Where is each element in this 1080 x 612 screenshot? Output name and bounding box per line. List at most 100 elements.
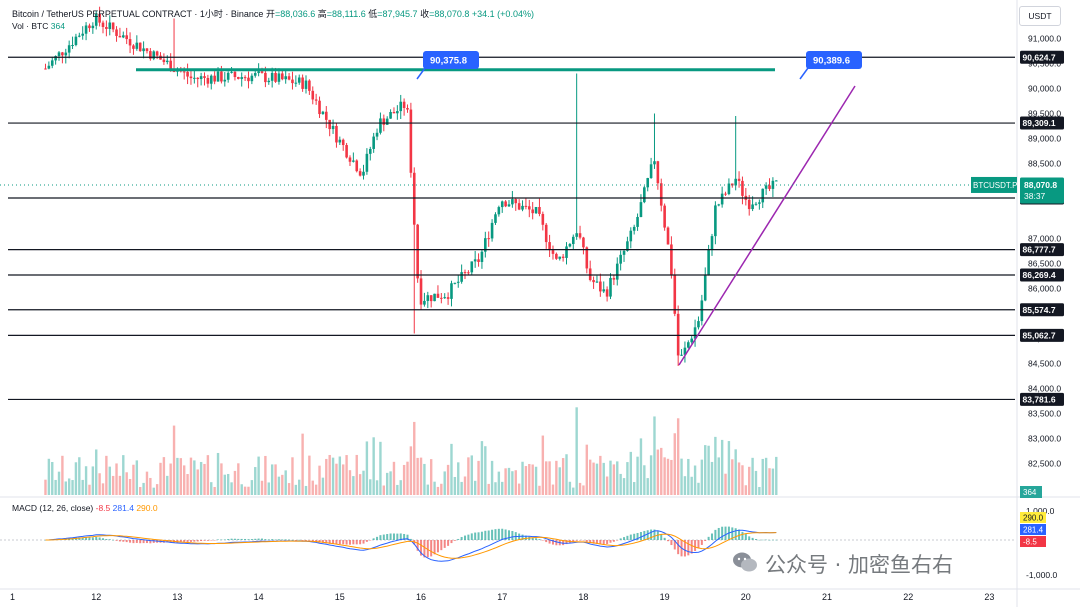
candle-body-79 — [311, 90, 315, 100]
volume-bar-24 — [125, 472, 128, 495]
candle-body-126 — [470, 261, 474, 273]
candle-body-165 — [602, 289, 606, 292]
macd-hist-bar-83 — [325, 540, 328, 544]
macd-hist-bar-211 — [758, 539, 761, 541]
volume-bar-57 — [237, 463, 240, 495]
level-badge-0 — [1020, 50, 1064, 64]
volume-bar-214 — [768, 468, 771, 495]
candle-body-88 — [341, 139, 345, 146]
candle-body-197 — [710, 236, 714, 251]
candle-body-212 — [761, 188, 765, 203]
currency-button[interactable]: USDT — [1019, 6, 1061, 26]
candle-body-36 — [165, 60, 169, 63]
volume-bar-150 — [551, 484, 555, 495]
candle-body-24 — [125, 35, 128, 40]
macd-hist-bar-97 — [372, 538, 375, 540]
macd-badge-1 — [1020, 524, 1046, 535]
macd-hist-bar-62 — [254, 538, 257, 540]
volume-bar-18 — [105, 455, 108, 495]
candle-body-138 — [511, 199, 514, 205]
candle-body-147 — [541, 213, 545, 225]
candle-body-14 — [91, 25, 95, 29]
candle-body-59 — [243, 77, 247, 79]
macd-hist-bar-167 — [609, 540, 612, 543]
candle-body-112 — [423, 300, 426, 305]
volume-bar-44 — [193, 460, 196, 495]
time-tick-12: 23 — [984, 592, 994, 602]
macd-hist-bar-21 — [115, 540, 118, 541]
volume-bar-8 — [71, 480, 74, 495]
candle-body-22 — [118, 35, 122, 38]
macd-hist-bar-112 — [423, 540, 426, 558]
candle-body-15 — [94, 13, 98, 26]
volume-bar-115 — [433, 481, 436, 495]
volume-bar-69 — [277, 476, 281, 495]
trendline — [678, 85, 856, 366]
macd-hist-bar-45 — [196, 540, 199, 542]
candle-body-19 — [108, 22, 112, 29]
macd-hist-bar-36 — [166, 540, 169, 543]
macd-badge-label-2: -8.5 — [1023, 538, 1037, 547]
candle-body-18 — [105, 26, 108, 29]
macd-hist-bar-175 — [636, 532, 639, 540]
macd-hist-bar-187 — [677, 540, 680, 555]
time-tick-2: 13 — [172, 592, 182, 602]
macd-hist-bar-181 — [656, 531, 659, 540]
volume-bar-210 — [754, 470, 758, 495]
volume-bar-43 — [189, 457, 193, 495]
macd-hist-bar-136 — [504, 529, 507, 540]
candle-body-33 — [155, 51, 159, 56]
volume-bar-127 — [473, 480, 477, 495]
macd-line — [45, 529, 777, 562]
macd-hist-bar-48 — [206, 540, 209, 541]
volume-bar-91 — [352, 476, 355, 495]
volume-bar-12 — [84, 466, 88, 495]
macd-hist-bar-199 — [717, 527, 720, 540]
macd-hist-bar-94 — [362, 540, 365, 544]
volume-bar-9 — [74, 462, 78, 495]
candle-body-20 — [111, 22, 115, 30]
volume-bar-79 — [311, 480, 314, 495]
level-badge-5 — [1020, 303, 1064, 317]
candle-body-101 — [385, 118, 389, 125]
volume-bar-119 — [446, 464, 450, 495]
macd-hist-bar-209 — [751, 537, 754, 540]
level-badge-7 — [1020, 392, 1064, 406]
macd-hist-bar-108 — [409, 538, 412, 540]
time-tick-9: 20 — [741, 592, 751, 602]
volume-bar-70 — [281, 474, 284, 495]
macd-hist-bar-184 — [667, 540, 670, 542]
volume-bar-76 — [301, 433, 304, 495]
candle-body-151 — [555, 253, 558, 259]
macd-hist-bar-15 — [95, 536, 98, 540]
low-label: 低 — [368, 9, 378, 19]
macd-hist-bar-116 — [436, 540, 439, 553]
macd-hist-bar-147 — [541, 540, 544, 541]
candle-body-80 — [314, 99, 318, 101]
macd-hist-bar-206 — [741, 531, 744, 540]
macd-hist-bar-183 — [663, 537, 666, 540]
volume-bar-15 — [95, 449, 98, 495]
macd-hist-bar-81 — [318, 540, 321, 543]
volume-bar-135 — [501, 481, 504, 495]
volume-bar-209 — [751, 457, 754, 495]
candle-body-118 — [443, 297, 447, 299]
candle-body-21 — [115, 29, 118, 36]
volume-bar-20 — [111, 475, 115, 495]
volume-bar-114 — [429, 459, 433, 495]
candle-body-28 — [138, 42, 142, 52]
macd-hist-bar-86 — [335, 540, 338, 545]
volume-bar-80 — [314, 484, 318, 495]
macd-hist-bar-208 — [748, 536, 751, 540]
candle-body-189 — [683, 347, 687, 355]
volume-bar-213 — [764, 457, 768, 495]
volume-bar-159 — [582, 485, 585, 495]
volume-bar-186 — [673, 433, 676, 495]
volume-bar-198 — [714, 436, 717, 495]
macd-hist-bar-32 — [152, 540, 155, 543]
candle-body-166 — [605, 289, 609, 297]
candle-body-105 — [399, 101, 403, 112]
candle-body-154 — [565, 246, 568, 258]
